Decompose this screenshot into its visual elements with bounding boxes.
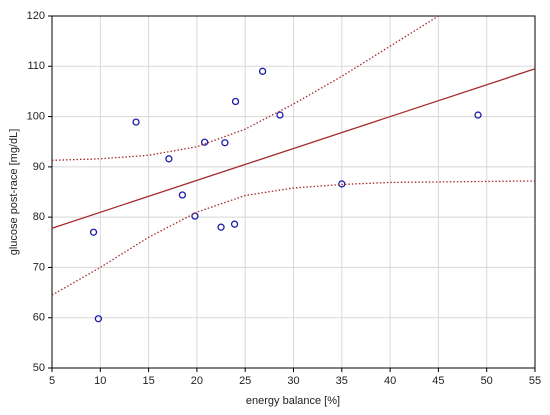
data-point: [89, 228, 98, 236]
plot-border: [51, 15, 536, 369]
y-tick-label: 100: [27, 110, 45, 122]
data-point: [230, 220, 239, 228]
x-tick-label: 15: [142, 375, 154, 387]
data-point: [231, 97, 240, 106]
fit-line: [51, 15, 439, 161]
x-axis-label: energy balance [%]: [246, 395, 340, 407]
data-point: [200, 138, 209, 146]
x-tick-label: 20: [191, 375, 203, 387]
x-tick-label: 35: [336, 375, 348, 387]
y-axis-label: glucose post-race [mg/dL]: [8, 129, 20, 256]
y-tick-label: 80: [33, 211, 45, 223]
x-tick-label: 30: [287, 375, 299, 387]
data-point: [474, 111, 482, 119]
fit-line: [51, 68, 536, 229]
x-tick-label: 40: [384, 375, 396, 387]
data-point: [258, 67, 267, 75]
y-tick-label: 90: [33, 161, 45, 173]
x-tick-label: 25: [239, 375, 251, 387]
data-point: [221, 139, 229, 147]
y-tick-label: 60: [33, 312, 45, 324]
y-tick-label: 110: [27, 60, 45, 72]
data-point: [165, 155, 173, 163]
data-point: [276, 111, 284, 119]
y-tick-label: 120: [27, 10, 45, 22]
data-point: [178, 191, 187, 199]
data-point: [338, 180, 346, 188]
data-point: [132, 118, 140, 126]
x-tick-label: 45: [432, 375, 444, 387]
y-tick-label: 50: [33, 362, 45, 374]
data-point: [217, 223, 225, 231]
y-tick-label: 70: [33, 261, 45, 273]
x-tick-label: 50: [481, 375, 493, 387]
x-tick-label: 5: [49, 375, 55, 387]
data-point: [94, 315, 103, 323]
fit-line: [51, 180, 536, 296]
x-tick-label: 10: [94, 375, 106, 387]
x-tick-label: 55: [529, 375, 541, 387]
